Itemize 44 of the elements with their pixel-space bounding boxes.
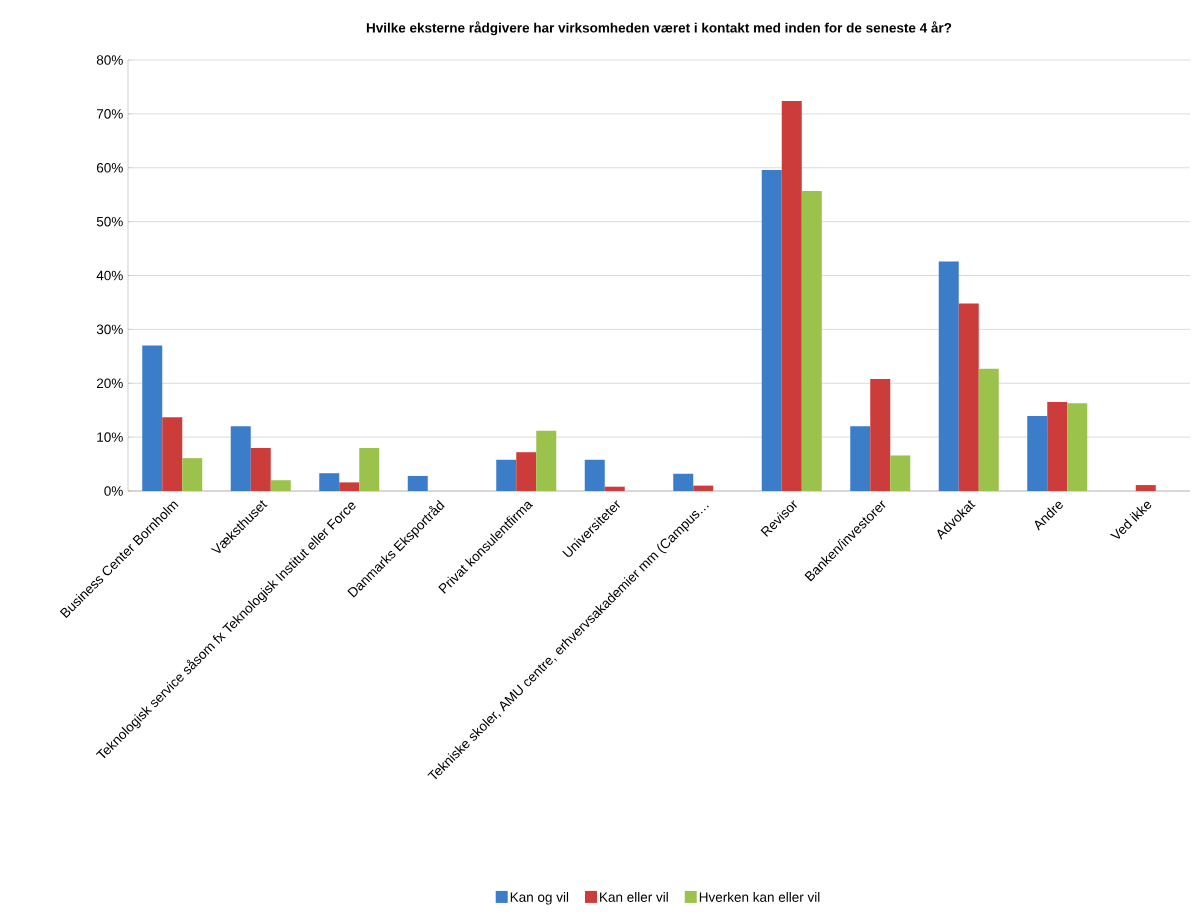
bar	[693, 485, 714, 491]
bar	[536, 430, 557, 491]
bar	[496, 459, 517, 491]
bar	[761, 169, 782, 491]
bar	[958, 303, 979, 491]
bar	[850, 426, 871, 491]
y-tick-label: 0%	[104, 486, 123, 496]
bar	[1067, 403, 1088, 491]
bar	[604, 486, 625, 491]
bar	[1047, 402, 1068, 491]
bar	[890, 455, 911, 491]
x-tick-label: Ved ikke	[1110, 501, 1152, 539]
bar	[1027, 416, 1048, 491]
y-tick-label: 70%	[96, 109, 123, 119]
bar	[781, 100, 802, 491]
bar	[584, 459, 605, 491]
bar	[319, 473, 340, 491]
bar	[978, 368, 999, 491]
legend-label: Hverken kan eller vil	[699, 892, 820, 902]
y-tick-label: 80%	[96, 55, 123, 65]
bar	[1135, 485, 1156, 491]
bar	[801, 190, 822, 491]
bar	[359, 447, 380, 491]
bar	[230, 426, 251, 491]
bar	[162, 417, 183, 491]
bar	[673, 473, 694, 491]
y-tick-label: 10%	[97, 432, 123, 442]
bar	[270, 480, 291, 491]
legend-label: Kan og vil	[510, 892, 569, 905]
bar	[142, 345, 163, 491]
y-tick-label: 50%	[96, 216, 123, 227]
y-tick-label: 60%	[96, 162, 123, 173]
bar	[516, 452, 537, 491]
bar	[339, 482, 360, 491]
bar	[182, 458, 203, 491]
bar	[870, 378, 891, 491]
chart-title: Hvilke eksterne rådgivere har virksomheden været i kontakt med inden for de seneste 4 år?	[366, 21, 952, 36]
bar	[407, 475, 428, 491]
y-tick-label: 30%	[96, 324, 123, 335]
bar	[250, 447, 271, 491]
y-tick-label: 20%	[96, 378, 123, 389]
y-tick-label: 40%	[96, 270, 123, 281]
legend-label: Kan eller vil	[600, 892, 668, 902]
bar	[938, 261, 959, 491]
